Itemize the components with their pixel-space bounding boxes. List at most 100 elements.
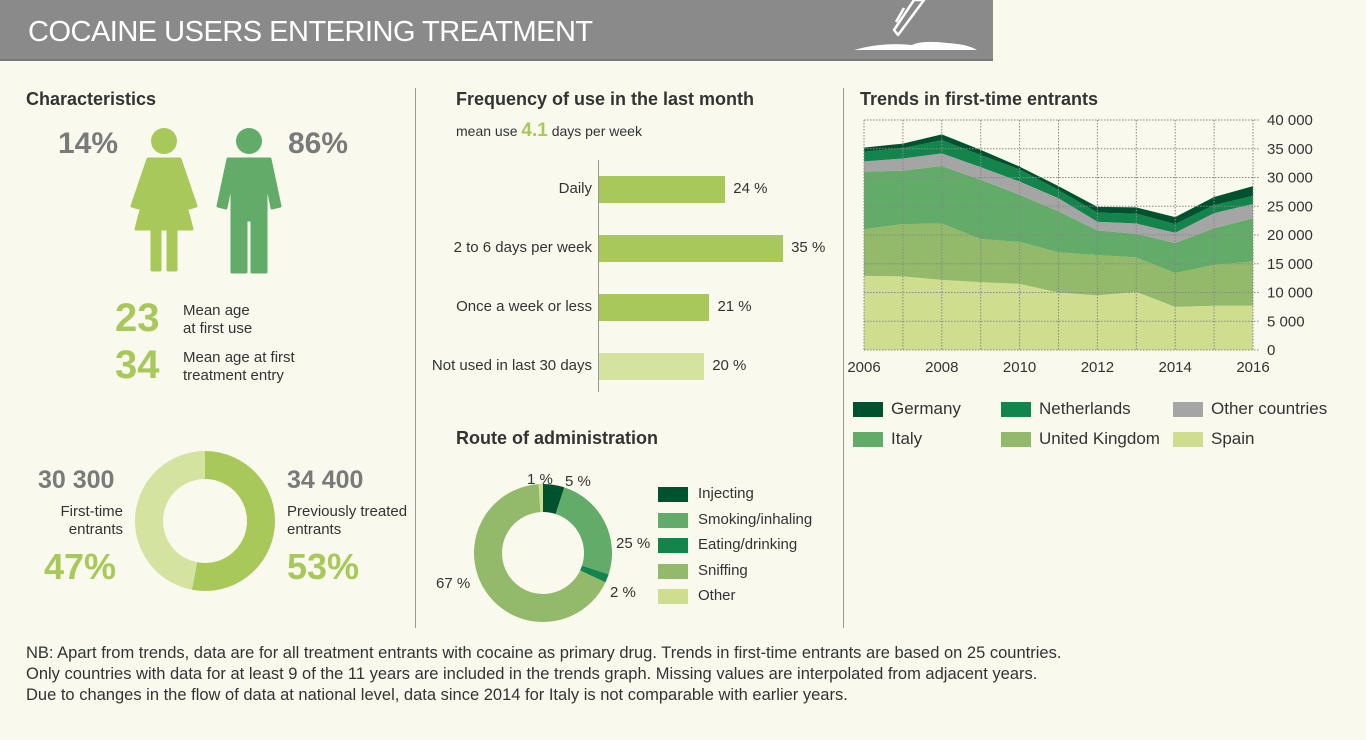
mean-use-suffix: days per week bbox=[551, 123, 642, 139]
trends-title: Trends in first-time entrants bbox=[860, 89, 1099, 109]
legend-swatch bbox=[1173, 402, 1203, 417]
bar-once-a-week-or-less bbox=[599, 294, 710, 321]
slice-other bbox=[538, 484, 543, 513]
legend-swatch bbox=[658, 487, 688, 502]
legend-swatch bbox=[1001, 402, 1031, 417]
bar-axis bbox=[598, 160, 599, 392]
legend-label: Injecting bbox=[698, 485, 754, 502]
y-tick-label: 20 000 bbox=[1267, 227, 1313, 244]
header-banner: COCAINE USERS ENTERING TREATMENT bbox=[0, 0, 993, 61]
divider bbox=[415, 88, 416, 628]
route-value-label: 5 % bbox=[565, 473, 591, 490]
footnote-line: Due to changes in the flow of data at na… bbox=[26, 686, 848, 704]
label-line: treatment entry bbox=[183, 367, 284, 384]
bar-label: 2 to 6 days per week bbox=[453, 239, 592, 256]
route-value-label: 1 % bbox=[527, 471, 553, 488]
mean-age-first-use-label: Mean age at first use bbox=[183, 302, 252, 338]
woman-icon bbox=[130, 128, 198, 272]
x-tick-label: 2006 bbox=[847, 359, 880, 376]
legend-swatch bbox=[658, 589, 688, 604]
bar-2-to-6-days-per-week bbox=[599, 235, 784, 262]
x-tick-label: 2012 bbox=[1081, 359, 1114, 376]
y-tick-label: 10 000 bbox=[1267, 285, 1313, 302]
legend-swatch bbox=[853, 432, 883, 447]
legend-label: Italy bbox=[891, 429, 923, 448]
slice-first-time-entrants bbox=[135, 451, 205, 590]
y-tick-label: 5 000 bbox=[1267, 313, 1305, 330]
previously-treated-count: 34 400 bbox=[287, 466, 364, 494]
characteristics-title: Characteristics bbox=[26, 89, 157, 109]
legend-label: Other countries bbox=[1211, 399, 1328, 418]
footnote: NB: Apart from trends, data are for all … bbox=[26, 643, 1061, 706]
x-tick-label: 2014 bbox=[1159, 359, 1192, 376]
mean-use-line: mean use 4.1 days per week bbox=[456, 120, 642, 142]
first-time-count: 30 300 bbox=[38, 466, 115, 494]
bar-daily bbox=[599, 176, 726, 203]
legend-swatch bbox=[658, 538, 688, 553]
previously-treated-label: Previously treated entrants bbox=[287, 503, 407, 539]
legend-swatch bbox=[658, 563, 688, 579]
bar-value: 21 % bbox=[717, 298, 752, 315]
legend-label: Netherlands bbox=[1039, 399, 1131, 418]
bar-label: Daily bbox=[558, 180, 592, 197]
bar-value: 20 % bbox=[712, 357, 747, 374]
mean-age-first-use: 23 bbox=[115, 296, 160, 340]
mean-age-treatment-label: Mean age at first treatment entry bbox=[183, 349, 295, 385]
label-line: First-time bbox=[60, 503, 124, 520]
slice-eating-drinking bbox=[580, 565, 609, 583]
male-percent: 86% bbox=[288, 127, 349, 160]
area-netherlands bbox=[864, 140, 1253, 233]
legend-label: United Kingdom bbox=[1039, 429, 1160, 448]
legend-label: Other bbox=[698, 587, 736, 604]
pencil-book-icon bbox=[854, 0, 977, 50]
slice-previously-treated-entrants bbox=[191, 451, 275, 591]
x-tick-label: 2016 bbox=[1236, 359, 1269, 376]
trends-area-chart: 0 5 000 10 000 15 000 20 000 25 000 30 000 35 0… bbox=[847, 112, 1313, 376]
legend-swatch bbox=[853, 402, 883, 417]
mean-use-prefix: mean use bbox=[456, 123, 518, 139]
y-tick-label: 25 000 bbox=[1267, 198, 1313, 215]
first-time-label: First-time entrants bbox=[23, 503, 124, 539]
bar-not-used-in-last-30-days bbox=[599, 353, 705, 380]
legend-label: Spain bbox=[1211, 429, 1255, 448]
label-line: at first use bbox=[183, 320, 253, 337]
route-value-label: 2 % bbox=[610, 584, 636, 601]
mean-use-value: 4.1 bbox=[521, 120, 548, 141]
label-line: entrants bbox=[68, 521, 123, 538]
legend-swatch bbox=[1001, 432, 1031, 447]
route-donut-chart bbox=[474, 484, 612, 622]
route-value-label: 67 % bbox=[436, 575, 471, 592]
footnote-line: Only countries with data for at least 9 … bbox=[26, 665, 1038, 683]
legend-label: Smoking/inhaling bbox=[698, 510, 813, 528]
legend-label: Germany bbox=[891, 399, 961, 418]
bar-label: Once a week or less bbox=[456, 298, 592, 315]
bar-value: 35 % bbox=[791, 239, 826, 256]
legend-swatch bbox=[658, 512, 688, 528]
route-title: Route of administration bbox=[456, 428, 658, 448]
legend-label: Eating/drinking bbox=[698, 536, 798, 553]
label-line: Mean age at first bbox=[183, 349, 295, 366]
label-line: Previously treated bbox=[287, 503, 408, 520]
bar-label: Not used in last 30 days bbox=[431, 357, 592, 374]
mean-age-treatment: 34 bbox=[115, 343, 160, 387]
frequency-title: Frequency of use in the last month bbox=[456, 89, 755, 109]
legend-label: Sniffing bbox=[698, 561, 748, 579]
legend-swatch bbox=[1173, 432, 1203, 447]
y-tick-label: 35 000 bbox=[1267, 141, 1313, 158]
man-icon bbox=[216, 128, 282, 274]
label-line: entrants bbox=[287, 521, 342, 538]
route-value-label: 25 % bbox=[616, 535, 651, 552]
y-tick-label: 40 000 bbox=[1267, 112, 1313, 129]
previously-treated-percent: 53% bbox=[287, 546, 360, 587]
slice-smoking-inhaling bbox=[555, 487, 612, 575]
label-line: Mean age bbox=[183, 302, 250, 319]
female-percent: 14% bbox=[58, 127, 119, 160]
slice-injecting bbox=[543, 484, 565, 515]
first-time-percent: 47% bbox=[44, 546, 117, 587]
entrants-donut-chart bbox=[135, 451, 275, 591]
footnote-line: NB: Apart from trends, data are for all … bbox=[26, 644, 1062, 662]
bar-value: 24 % bbox=[733, 180, 768, 197]
page-title: COCAINE USERS ENTERING TREATMENT bbox=[28, 16, 593, 48]
x-tick-label: 2010 bbox=[1003, 359, 1036, 376]
y-tick-label: 30 000 bbox=[1267, 170, 1313, 187]
